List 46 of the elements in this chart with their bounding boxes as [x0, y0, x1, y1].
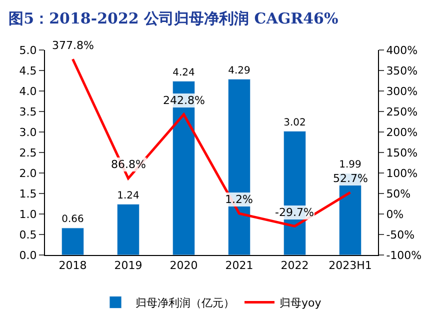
y-tick-label: 2.5	[19, 146, 37, 160]
y2-tick-label: 0%	[386, 208, 404, 221]
data-label: 242.8%	[163, 94, 205, 107]
y2-tick-label: 200%	[386, 126, 418, 139]
legend-label: 归母净利润（亿元）	[136, 296, 234, 310]
y-tick-label: 0.5	[19, 228, 37, 242]
y-tick-label: 4.5	[19, 64, 37, 78]
data-label: 377.8%	[52, 39, 94, 52]
data-label: -29.7%	[275, 206, 314, 219]
y2-tick-label: 350%	[386, 64, 418, 78]
y-tick-label: 3.5	[19, 105, 37, 118]
y2-tick-label: -50%	[386, 228, 415, 242]
y2-tick-label: 250%	[386, 105, 418, 118]
y-tick-label: 0.0	[19, 248, 37, 262]
data-label: 0.66	[62, 214, 84, 226]
y2-tick-label: 150%	[386, 146, 418, 160]
x-tick-label: 2020	[170, 259, 198, 272]
data-label: 3.02	[284, 117, 306, 128]
y-tick-label: 1.5	[19, 187, 37, 200]
y2-tick-label: 300%	[386, 84, 418, 98]
y2-tick-label: 50%	[386, 187, 411, 200]
bar	[61, 228, 84, 255]
bar	[116, 204, 140, 255]
y2-tick-label: -100%	[386, 248, 422, 262]
legend-label: 归母yoy	[280, 296, 322, 310]
y2-tick-label: 400%	[386, 44, 418, 57]
data-label: 1.99	[339, 160, 362, 171]
y-tick-label: 1.0	[19, 208, 37, 221]
y-tick-label: 2.0	[19, 166, 37, 180]
y-tick-label: 3.0	[19, 126, 37, 139]
data-label: 52.7%	[333, 172, 368, 185]
x-tick-label: 2019	[114, 259, 142, 272]
y2-tick-label: 100%	[386, 166, 418, 180]
chart-title: 图5：2018-2022 公司归母净利润 CAGR46%	[8, 10, 338, 28]
y-tick-label: 5.0	[19, 44, 37, 57]
x-tick-label: 2022	[280, 259, 309, 272]
x-tick-label: 2021	[225, 259, 254, 272]
x-tick-label: 2023H1	[328, 259, 372, 272]
data-label: 86.8%	[111, 158, 146, 171]
data-label: 1.24	[117, 190, 140, 202]
y-tick-label: 4.0	[19, 84, 37, 98]
x-tick-label: 2018	[58, 259, 87, 272]
data-label: 4.24	[172, 67, 195, 78]
data-label: 4.29	[228, 65, 250, 76]
bar	[228, 78, 251, 255]
data-label: 1.2%	[225, 193, 253, 206]
